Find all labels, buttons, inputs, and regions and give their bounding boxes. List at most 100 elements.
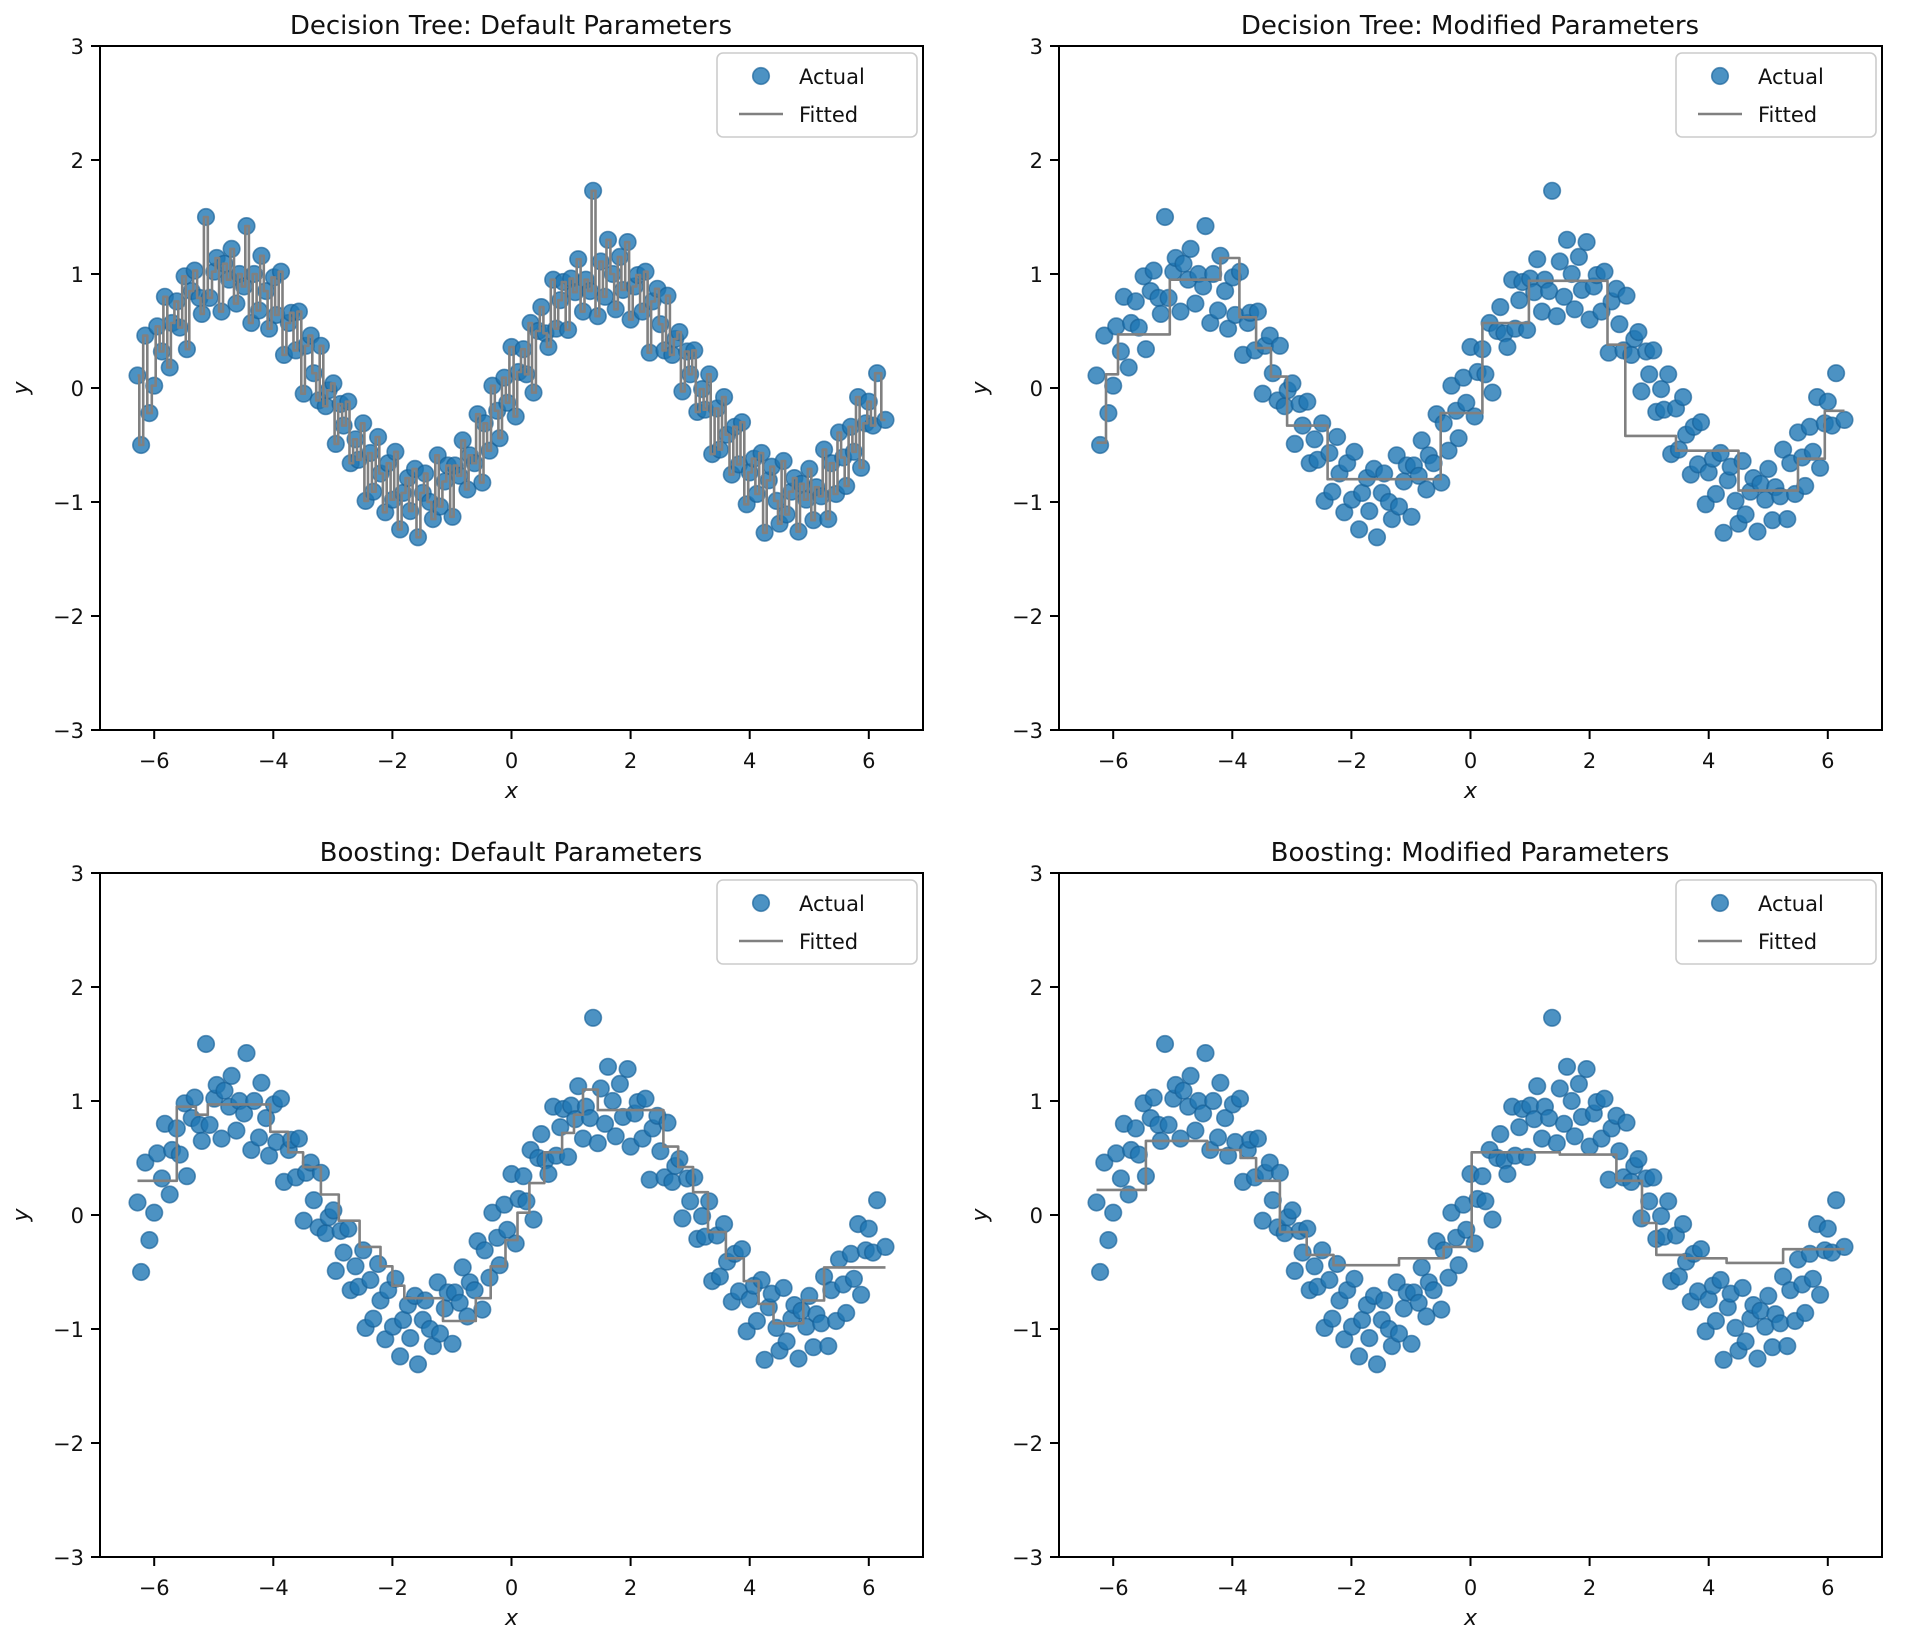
scatter-point <box>1375 1291 1394 1310</box>
y-axis-tick-label: 0 <box>71 1204 84 1228</box>
scatter-point <box>1554 287 1574 306</box>
scatter-point <box>227 1121 246 1140</box>
x-axis-tick-label: 2 <box>1583 749 1596 773</box>
subplot-title: Decision Tree: Modified Parameters <box>1241 11 1699 41</box>
scatter-point <box>1483 383 1502 402</box>
scatter-point <box>710 1267 730 1286</box>
scatter-point <box>212 1129 231 1148</box>
scatter-point <box>1263 364 1282 383</box>
scatter-point <box>819 1336 838 1356</box>
scatter-point <box>558 1147 578 1167</box>
scatter-point <box>1449 429 1468 448</box>
scatter-point <box>663 1172 682 1192</box>
scatter-point <box>1673 388 1693 407</box>
scatter-point <box>1196 1044 1215 1063</box>
scatter-point <box>140 1231 159 1250</box>
legend-actual-marker-icon <box>751 893 771 913</box>
x-axis-tick-label: 2 <box>1583 1576 1596 1600</box>
y-axis-tick-label: 3 <box>71 862 84 886</box>
scatter-point <box>1759 1286 1778 1306</box>
scatter-point <box>1104 376 1123 395</box>
scatter-point <box>1736 1332 1755 1351</box>
plot-group: −6 −4 −2 0 2 4 6 −3 −2 −1 0 1 2 3 x y Actual Fitted <box>968 35 1883 804</box>
scatter-point <box>1595 1089 1614 1108</box>
scatter-point <box>1181 1066 1200 1085</box>
scatter-point <box>640 1170 659 1189</box>
scatter-point <box>1763 1338 1782 1357</box>
scatter-point <box>1803 1269 1823 1288</box>
scatter-point <box>369 1254 388 1274</box>
scatter-point <box>1216 282 1235 301</box>
scatter-point <box>1350 520 1369 539</box>
scatter-point <box>732 1240 752 1259</box>
scatter-point <box>1659 365 1678 384</box>
scatter-point <box>1733 451 1752 471</box>
scatter-point <box>1253 384 1272 403</box>
scatter-point <box>192 1131 211 1151</box>
scatter-point <box>1208 301 1228 320</box>
scatter-point <box>532 1125 551 1144</box>
scatter-point <box>1711 1270 1730 1290</box>
x-axis-tick-label: 4 <box>1702 1576 1715 1600</box>
scatter-point <box>339 1219 358 1238</box>
scatter-point <box>774 1278 793 1298</box>
scatter-point <box>326 1261 345 1281</box>
x-axis-tick-label: 0 <box>1464 749 1477 773</box>
scatter-point <box>245 1091 264 1111</box>
x-axis-tick-label: −2 <box>377 749 408 773</box>
scatter-point <box>1248 302 1268 321</box>
scatter-point <box>443 1334 462 1353</box>
scatter-point <box>1119 358 1138 377</box>
scatter-point <box>1748 1349 1767 1368</box>
scatter-point <box>1360 502 1379 521</box>
y-axis-tick-label: 2 <box>71 976 84 1000</box>
scatter-point <box>603 1091 622 1111</box>
axes-spines <box>99 45 924 731</box>
scatter-point <box>1826 364 1846 383</box>
scatter-point <box>1818 392 1837 411</box>
scatter-point <box>1542 1008 1562 1027</box>
scatter-point <box>430 1324 450 1343</box>
scatter-point <box>804 1338 823 1357</box>
scatter-point <box>1087 1193 1106 1212</box>
scatter-point <box>1360 1328 1379 1348</box>
scatter-point <box>1644 341 1663 360</box>
scatter-point <box>598 1057 618 1076</box>
scatter-point <box>517 1192 536 1211</box>
legend-fitted-label: Fitted <box>1758 103 1817 127</box>
scatter-point <box>1748 522 1767 541</box>
scatter-point <box>524 1210 543 1229</box>
scatter-point <box>136 1153 155 1172</box>
scatter-points <box>1087 1008 1854 1374</box>
scatter-point <box>1275 397 1294 416</box>
scatter-point <box>747 1311 767 1331</box>
scatter-point <box>755 1350 774 1369</box>
scatter-point <box>1473 1167 1492 1186</box>
y-axis-tick-label: −3 <box>53 1546 84 1570</box>
scatter-point <box>1547 1134 1566 1153</box>
scatter-point <box>1270 336 1290 355</box>
scatter-point <box>1389 1324 1409 1343</box>
scatter-point <box>196 1034 216 1054</box>
scatter-point <box>1491 298 1510 317</box>
y-axis-tick-label: −3 <box>1012 1546 1043 1570</box>
x-axis-tick-label: −2 <box>1336 1576 1367 1600</box>
plot-canvas-boosting-default: Boosting: Default Parameters −6 −4 −2 0 2 4 6−… <box>9 838 924 1631</box>
scatter-point <box>1557 230 1577 249</box>
y-axis-tick-label: −1 <box>1012 491 1043 515</box>
scatter-point <box>583 1008 603 1027</box>
scatter-point <box>1759 459 1778 479</box>
plot-canvas-decision-tree-modified: Decision Tree: Modified Parameters −6 −4−… <box>968 11 1883 804</box>
scatter-point <box>673 1209 692 1228</box>
scatter-point <box>1345 1269 1364 1288</box>
x-axis-tick-label: 6 <box>862 749 875 773</box>
subplot-title: Boosting: Modified Parameters <box>1271 838 1670 868</box>
scatter-point <box>1270 1163 1290 1182</box>
subplot-title: Decision Tree: Default Parameters <box>290 11 732 41</box>
scatter-point <box>1733 1278 1752 1298</box>
scatter-point <box>1305 430 1324 449</box>
scatter-point <box>1345 442 1364 461</box>
scatter-point <box>222 1066 241 1085</box>
scatter-point <box>1510 1118 1529 1137</box>
y-axis-tick-label: −1 <box>1012 1318 1043 1342</box>
